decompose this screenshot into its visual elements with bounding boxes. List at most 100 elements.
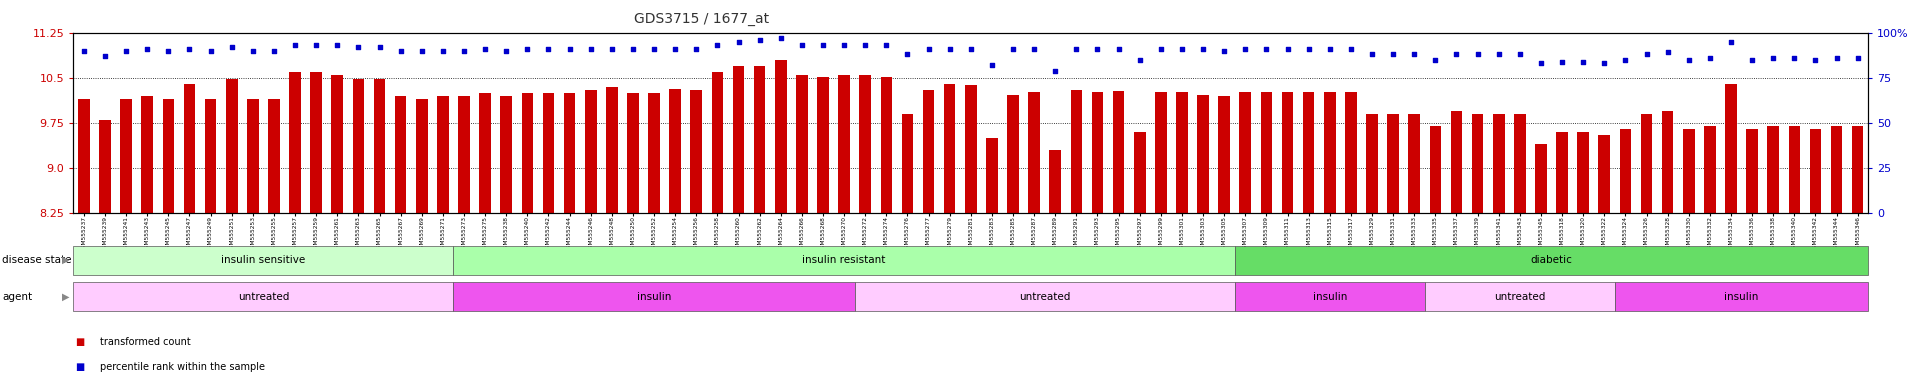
Point [511, 46, 542, 52]
Point [618, 46, 648, 52]
Bar [1494, 114, 1505, 213]
Bar [374, 79, 386, 213]
Bar [1007, 94, 1019, 213]
Point [1314, 46, 1345, 52]
Bar [226, 79, 237, 213]
Point [1040, 68, 1071, 74]
Bar [542, 93, 554, 213]
Text: ▶: ▶ [62, 291, 69, 302]
Point [554, 46, 585, 52]
Text: insulin resistant: insulin resistant [803, 255, 886, 265]
Bar [417, 99, 428, 213]
Point [110, 48, 141, 54]
Point [322, 42, 353, 48]
Bar [1050, 150, 1062, 213]
Bar [1513, 114, 1525, 213]
Point [365, 44, 396, 50]
Point [998, 46, 1029, 52]
Bar [1154, 92, 1166, 213]
Bar [521, 93, 533, 213]
Point [1652, 50, 1683, 56]
Bar [1239, 92, 1251, 213]
Point [1737, 56, 1768, 63]
Point [1019, 46, 1050, 52]
Point [216, 44, 247, 50]
Bar [1832, 126, 1843, 213]
Point [1293, 46, 1324, 52]
Point [639, 46, 670, 52]
Text: insulin: insulin [1723, 291, 1758, 302]
Bar [901, 114, 913, 213]
Bar [77, 99, 89, 213]
Bar [712, 72, 724, 213]
Bar [795, 75, 807, 213]
Point [1695, 55, 1725, 61]
Bar [500, 96, 511, 213]
Point [1144, 46, 1175, 52]
Bar [986, 138, 998, 213]
Text: insulin: insulin [1312, 291, 1347, 302]
Bar [859, 75, 870, 213]
Bar [1029, 92, 1040, 213]
Point [1125, 56, 1156, 63]
Point [596, 46, 627, 52]
Point [195, 48, 226, 54]
Text: GDS3715 / 1677_at: GDS3715 / 1677_at [633, 12, 770, 25]
Text: untreated: untreated [1494, 291, 1546, 302]
Bar [479, 93, 490, 213]
Text: insulin sensitive: insulin sensitive [222, 255, 305, 265]
Bar [838, 75, 849, 213]
Point [490, 48, 521, 54]
Bar [1114, 91, 1125, 213]
Bar [606, 87, 618, 213]
Point [1166, 46, 1197, 52]
Point [152, 48, 183, 54]
Point [1567, 58, 1598, 65]
Bar [1324, 92, 1336, 213]
Bar [141, 96, 152, 213]
Point [1822, 55, 1853, 61]
Bar [816, 76, 828, 213]
Bar [1092, 92, 1104, 213]
Bar [1747, 129, 1758, 213]
Point [1801, 56, 1832, 63]
Point [1758, 55, 1789, 61]
Point [724, 39, 755, 45]
Bar [1282, 92, 1293, 213]
Bar [1071, 90, 1083, 213]
Bar [332, 75, 344, 213]
Point [849, 42, 880, 48]
Bar [965, 85, 977, 213]
Point [1187, 46, 1218, 52]
Point [1062, 46, 1092, 52]
Point [1083, 46, 1114, 52]
Bar [1409, 114, 1420, 213]
Point [1104, 46, 1135, 52]
Point [1631, 51, 1662, 57]
Point [448, 48, 479, 54]
Bar [183, 84, 195, 213]
Text: agent: agent [2, 291, 33, 302]
Point [237, 48, 268, 54]
Text: ■: ■ [75, 337, 85, 347]
Point [1610, 56, 1640, 63]
Point [913, 46, 944, 52]
Bar [268, 99, 280, 213]
Point [955, 46, 986, 52]
Bar [1598, 135, 1610, 213]
Point [89, 53, 120, 59]
Point [1673, 56, 1704, 63]
Point [1420, 56, 1451, 63]
Bar [585, 90, 596, 213]
Bar [1810, 129, 1822, 213]
Bar [205, 99, 216, 213]
Point [386, 48, 417, 54]
Bar [1704, 126, 1716, 213]
Bar [1556, 132, 1567, 213]
Text: ■: ■ [75, 362, 85, 372]
Bar [1260, 92, 1272, 213]
Bar [396, 96, 407, 213]
Point [1208, 48, 1239, 54]
Text: disease state: disease state [2, 255, 71, 265]
Bar [944, 84, 955, 213]
